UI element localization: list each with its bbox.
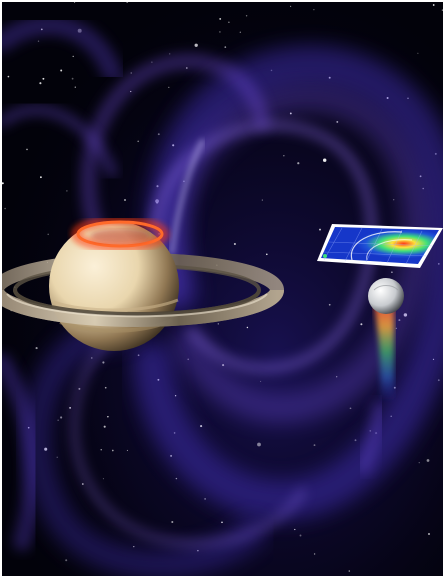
star [157,133,160,136]
star [257,442,261,447]
star [426,459,430,462]
star [428,533,430,535]
star [47,233,49,236]
star [60,416,63,419]
moon-plume [355,302,394,475]
star [260,380,262,382]
saturn-rings-front [2,288,284,327]
star [349,407,352,410]
star [319,228,321,231]
star [124,199,126,201]
star [60,69,63,72]
star [283,155,285,157]
star [42,77,45,80]
star [200,425,203,428]
star [217,323,219,325]
star [360,323,363,326]
moon [368,278,404,314]
star [297,162,300,165]
star [246,326,249,329]
star [224,46,227,48]
star [239,31,241,33]
star [7,75,10,78]
star [328,303,331,306]
star [100,449,102,451]
star [441,9,443,11]
polar-aurora [71,216,169,252]
star [171,520,174,524]
star [228,21,230,23]
star [69,407,71,409]
star [57,419,59,421]
star [245,15,248,17]
star [137,140,140,143]
star [102,478,104,480]
star [261,199,263,201]
star [168,86,170,89]
star [72,55,74,58]
star [111,449,114,452]
star [221,521,223,524]
star [4,207,6,210]
star [322,158,327,162]
star [391,271,393,274]
star [26,148,28,151]
star [56,456,58,458]
star [133,546,135,548]
star [294,528,296,531]
star [393,199,395,201]
star [219,31,221,33]
star [354,439,357,442]
star [37,40,40,42]
star [432,4,435,6]
star [418,462,420,464]
data-panel [317,224,443,268]
star [126,2,129,3]
star [169,53,171,55]
star [289,5,292,8]
star [107,415,109,418]
star [39,82,42,85]
star [204,498,206,500]
star [2,182,4,185]
star [74,86,76,88]
star [219,17,222,20]
star [81,483,84,485]
star [35,347,38,350]
star [175,477,178,480]
star [313,553,316,555]
star [40,176,42,179]
star [299,534,302,537]
star [66,190,68,192]
star [313,444,316,447]
star [102,361,105,364]
star [71,77,74,80]
star [313,9,315,11]
star [348,570,351,572]
star [417,52,419,54]
star [336,120,339,123]
star [222,364,225,367]
star [233,242,236,246]
star [103,425,106,428]
star [126,449,128,451]
star [265,253,268,256]
star [65,559,68,562]
star [194,43,198,47]
star [74,2,76,4]
star [104,386,107,389]
